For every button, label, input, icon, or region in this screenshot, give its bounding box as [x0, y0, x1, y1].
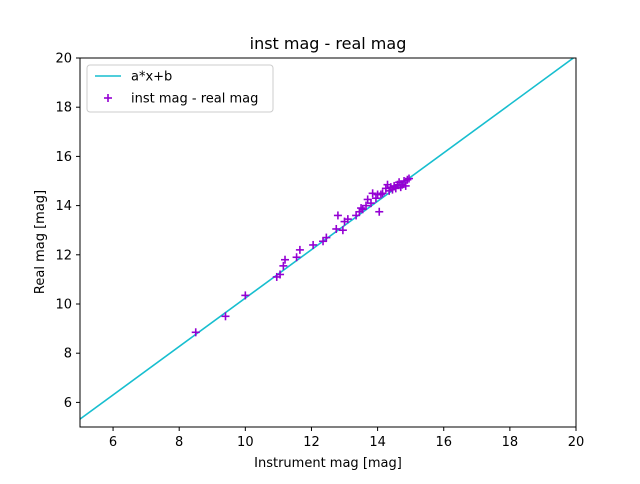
data-point — [295, 245, 304, 254]
y-tick-label: 12 — [55, 248, 72, 263]
data-point — [292, 253, 301, 262]
axes-frame — [79, 57, 577, 428]
y-tick-label: 14 — [55, 199, 72, 214]
x-tick-label: 10 — [237, 435, 254, 450]
plot-area: 6 8 10 12 14 16 18 20 6 8 10 12 14 16 18 20 — [55, 52, 584, 451]
data-point — [343, 215, 352, 224]
legend-label-fit: a*x+b — [131, 70, 172, 85]
data-point — [241, 291, 250, 300]
data-point — [366, 199, 375, 208]
data-point — [362, 201, 371, 210]
data-point — [403, 175, 412, 184]
legend: a*x+b inst mag - real mag — [86, 64, 274, 113]
chart-title: inst mag - real mag — [250, 34, 407, 53]
data-point — [368, 189, 377, 198]
x-tick-label: 12 — [303, 435, 320, 450]
data-point — [221, 312, 230, 321]
x-axis-label: Instrument mag [mag] — [254, 456, 402, 471]
x-tick-label: 20 — [568, 435, 585, 450]
data-point — [322, 233, 331, 242]
data-point — [281, 255, 290, 264]
data-point — [401, 181, 410, 190]
legend-label-points: inst mag - real mag — [131, 92, 258, 107]
legend-box — [86, 64, 274, 113]
x-tick-label: 6 — [109, 435, 117, 450]
y-tick-label: 16 — [55, 150, 72, 165]
scatter-points — [191, 174, 414, 337]
y-tick-label: 20 — [55, 52, 72, 67]
x-tick-label: 18 — [502, 435, 519, 450]
data-point — [391, 184, 400, 193]
data-point — [375, 207, 384, 216]
data-point — [276, 270, 285, 279]
y-axis-label: Real mag [mag] — [33, 190, 48, 294]
y-tick-label: 8 — [64, 347, 72, 362]
data-point — [191, 328, 200, 337]
y-tick-label: 18 — [55, 101, 72, 116]
data-point — [371, 194, 380, 203]
data-point — [338, 226, 347, 235]
y-tick-label: 6 — [64, 396, 72, 411]
data-point — [333, 211, 342, 220]
x-tick-label: 16 — [435, 435, 452, 450]
data-point — [376, 190, 385, 199]
data-point — [378, 189, 387, 198]
data-point — [332, 224, 341, 233]
y-tick-label: 10 — [55, 298, 72, 313]
data-point — [357, 204, 366, 213]
data-point — [279, 261, 288, 270]
data-point — [309, 240, 318, 249]
x-tick-label: 8 — [175, 435, 183, 450]
x-tick-label: 14 — [369, 435, 386, 450]
data-point — [405, 174, 414, 183]
